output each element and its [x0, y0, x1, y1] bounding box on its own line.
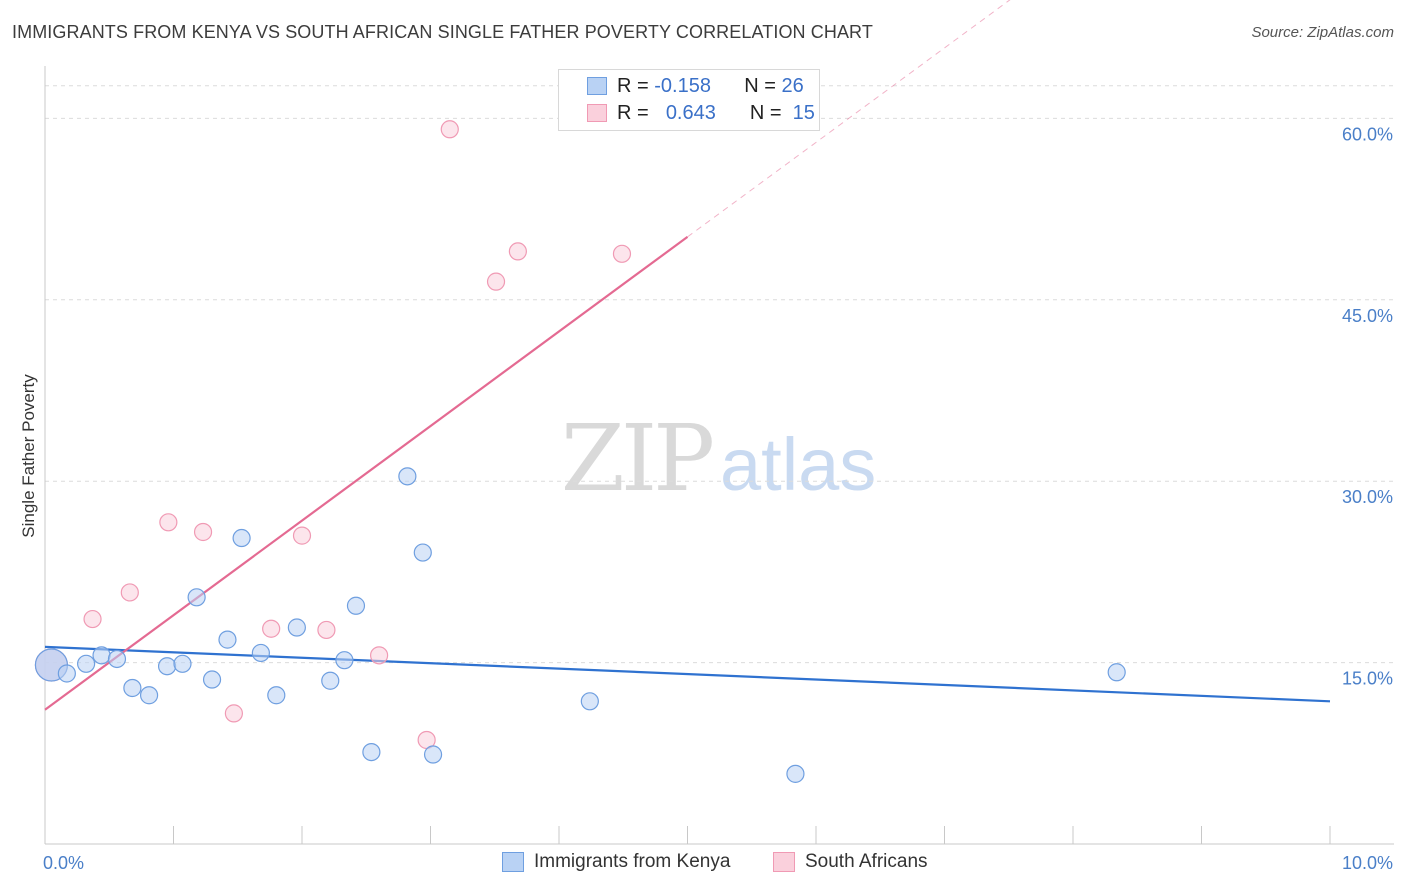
data-point-south-africans: [193, 522, 213, 542]
series-legend-swatch-kenya: [502, 852, 524, 872]
axes: [44, 66, 1394, 845]
data-point-kenya: [107, 649, 127, 669]
series-legend-kenya[interactable]: Immigrants from Kenya: [502, 851, 730, 873]
data-point-kenya: [362, 742, 381, 762]
data-point-kenya: [423, 745, 443, 764]
data-point-south-africans: [120, 583, 139, 602]
watermark: ZIP atlas: [561, 405, 876, 512]
data-point-kenya: [232, 528, 251, 548]
chart-source: Source: ZipAtlas.com: [1251, 24, 1394, 41]
y-tick-label: 15.0%: [1342, 669, 1393, 689]
data-point-kenya: [157, 657, 177, 676]
data-point-south-africans: [262, 619, 281, 638]
data-point-south-africans: [224, 704, 243, 723]
watermark-zip: ZIP: [561, 405, 712, 512]
tick-labels: 15.0% 30.0% 45.0% 60.0% 0.0% 10.0%: [43, 124, 1393, 873]
legend-row-kenya: R = -0.158 N = 26: [559, 73, 804, 99]
data-point-kenya: [251, 643, 270, 663]
legend-swatch-kenya: [587, 77, 607, 95]
legend-r-label: R =: [617, 101, 649, 124]
data-point-kenya: [287, 618, 306, 637]
trend-extension-south-africans: [687, 0, 1011, 238]
data-point-south-africans: [159, 513, 178, 532]
series-legend-south-africans[interactable]: South Africans: [773, 851, 928, 873]
legend-r-label: R =: [617, 74, 649, 97]
series-legend-swatch-south-africans: [773, 852, 795, 872]
legend-n-value-south-africans: 15: [792, 101, 815, 124]
watermark-atlas: atlas: [720, 423, 876, 506]
y-tick-label: 30.0%: [1342, 487, 1393, 507]
legend-swatch-south-africans: [587, 104, 607, 122]
data-point-kenya: [1107, 663, 1126, 682]
chart-title: IMMIGRANTS FROM KENYA VS SOUTH AFRICAN S…: [12, 22, 873, 42]
data-point-kenya: [413, 543, 432, 562]
data-point-kenya: [218, 630, 237, 649]
trend-line-kenya: [44, 645, 1331, 703]
data-point-kenya: [173, 654, 192, 673]
data-point-kenya: [321, 671, 340, 690]
data-point-kenya: [57, 664, 76, 683]
series-legend: Immigrants from Kenya South Africans: [0, 851, 1406, 877]
data-point-kenya: [139, 686, 159, 705]
data-point-south-africans: [292, 526, 312, 545]
y-tick-label: 45.0%: [1342, 306, 1393, 326]
grid: [45, 85, 1394, 664]
x-tick-label: 10.0%: [1342, 853, 1393, 873]
data-point-kenya: [123, 678, 142, 698]
y-axis-label: Single Father Poverty: [19, 374, 38, 538]
correlation-legend: R = -0.158 N = 26 R = 0.643 N = 15: [558, 69, 820, 131]
data-points: [34, 120, 1126, 783]
data-point-kenya: [267, 686, 286, 705]
data-point-kenya: [77, 654, 96, 673]
legend-row-south-africans: R = 0.643 N = 15: [559, 100, 815, 126]
data-point-kenya: [580, 692, 599, 711]
legend-r-value-south-africans: 0.643: [665, 101, 716, 124]
data-point-south-africans: [508, 242, 527, 261]
data-point-kenya: [187, 588, 206, 607]
trend-line-south-africans: [44, 236, 689, 711]
legend-r-value-kenya: -0.158: [654, 74, 711, 97]
data-point-kenya: [786, 764, 805, 783]
series-legend-label-south-africans: South Africans: [805, 851, 928, 872]
data-point-kenya: [398, 467, 417, 486]
x-tick-label: 0.0%: [43, 853, 84, 873]
data-point-kenya: [92, 646, 111, 665]
data-point-south-africans: [440, 120, 459, 139]
data-point-kenya: [346, 596, 366, 615]
data-point-south-africans: [612, 244, 632, 263]
data-point-south-africans: [486, 272, 506, 291]
data-point-south-africans: [83, 609, 102, 629]
legend-n-value-kenya: 26: [781, 74, 804, 97]
series-legend-label-kenya: Immigrants from Kenya: [534, 851, 731, 872]
data-point-south-africans: [370, 646, 389, 665]
data-point-south-africans: [317, 620, 336, 640]
y-tick-label: 60.0%: [1342, 124, 1393, 144]
data-point-kenya: [202, 670, 222, 689]
legend-n-label: N =: [744, 74, 776, 97]
data-point-kenya: [335, 651, 354, 670]
legend-n-label: N =: [749, 101, 782, 124]
